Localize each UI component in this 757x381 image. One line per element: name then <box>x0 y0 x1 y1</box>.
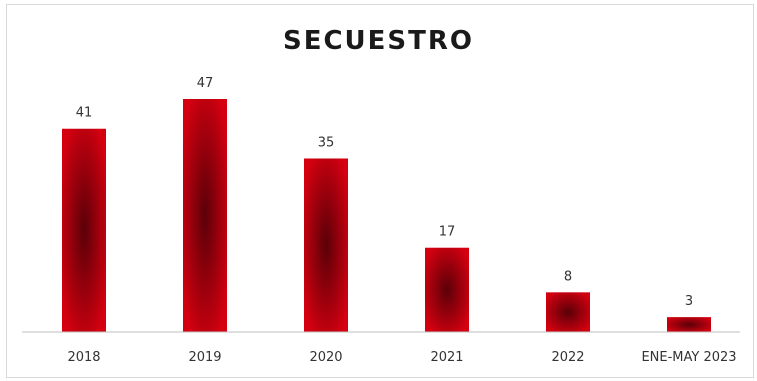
bar-2018 <box>62 128 106 332</box>
chart-frame <box>6 4 754 378</box>
x-tick-label: 2020 <box>309 350 342 365</box>
data-label: 17 <box>439 225 456 240</box>
x-tick-label: 2022 <box>551 350 584 365</box>
data-label: 41 <box>76 106 93 121</box>
data-label: 47 <box>197 76 214 91</box>
bar-2022 <box>546 292 590 332</box>
x-tick-label: ENE-MAY 2023 <box>641 350 736 365</box>
data-label: 8 <box>564 269 572 284</box>
bar-2019 <box>183 99 227 332</box>
bar-ene-may-2023 <box>667 317 711 332</box>
x-tick-label: 2018 <box>67 350 100 365</box>
bar-2021 <box>425 247 469 332</box>
bar-2020 <box>304 158 348 332</box>
x-tick-label: 2019 <box>188 350 221 365</box>
x-tick-label: 2021 <box>430 350 463 365</box>
data-label: 3 <box>685 294 693 309</box>
data-label: 35 <box>318 135 335 150</box>
chart-title: SECUESTRO <box>282 26 475 56</box>
